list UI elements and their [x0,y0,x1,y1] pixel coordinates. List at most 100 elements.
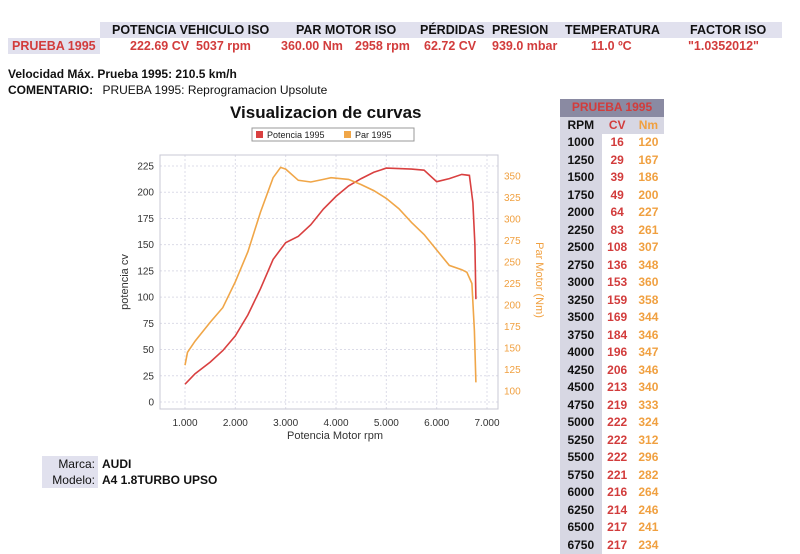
cell-cv: 222 [602,432,633,450]
cell-nm: 241 [633,519,664,537]
series-line-par [185,167,476,382]
cell-cv: 159 [602,292,633,310]
value-power-rpm: 5037 rpm [196,38,251,54]
y-tick-label: 125 [137,266,154,277]
grid [160,155,498,409]
cell-nm: 234 [633,537,664,554]
y2-tick-label: 175 [504,322,521,333]
cell-nm: 264 [633,484,664,502]
cell-nm: 324 [633,414,664,432]
cell-nm: 340 [633,379,664,397]
cell-nm: 346 [633,327,664,345]
y2-tick-label: 300 [504,215,521,226]
cell-cv: 64 [602,204,633,222]
col-cv-header: CV [602,117,633,135]
x-tick-label: 2.000 [223,418,248,429]
results-table-title: PRUEBA 1995 [560,99,664,117]
cell-rpm: 3500 [560,309,602,327]
y-axis-label: potencia cv [119,254,131,310]
cell-cv: 108 [602,239,633,257]
cell-rpm: 1750 [560,187,602,205]
x-tick-label: 7.000 [474,418,499,429]
cell-rpm: 2000 [560,204,602,222]
marca-row: Marca:AUDI [42,456,131,472]
cell-nm: 358 [633,292,664,310]
modelo-label: Modelo: [42,472,98,488]
cell-rpm: 6000 [560,484,602,502]
col-nm-header: Nm [633,117,664,135]
header-temperatura: TEMPERATURA [565,22,660,38]
cell-cv: 214 [602,502,633,520]
cell-nm: 344 [633,309,664,327]
cell-rpm: 2250 [560,222,602,240]
value-torque-rpm: 2958 rpm [355,38,410,54]
cell-rpm: 4250 [560,362,602,380]
y-tick-label: 50 [143,345,155,356]
cell-rpm: 5000 [560,414,602,432]
cell-rpm: 3000 [560,274,602,292]
y2-tick-label: 275 [504,236,521,247]
cell-cv: 184 [602,327,633,345]
cell-rpm: 3250 [560,292,602,310]
cell-cv: 136 [602,257,633,275]
run-label: PRUEBA 1995 [8,38,100,54]
cell-nm: 186 [633,169,664,187]
cell-rpm: 4500 [560,379,602,397]
marca-label: Marca: [42,456,98,472]
y2-tick-label: 350 [504,172,521,183]
x-tick-label: 6.000 [424,418,449,429]
cell-rpm: 5750 [560,467,602,485]
comment-value: PRUEBA 1995: Reprogramacion Upsolute [102,83,327,97]
y2-tick-label: 100 [504,387,521,398]
cell-nm: 120 [633,134,664,152]
cell-rpm: 2750 [560,257,602,275]
cell-nm: 347 [633,344,664,362]
legend-label-par: Par 1995 [355,130,392,140]
y-tick-label: 175 [137,214,154,225]
legend-label-potencia: Potencia 1995 [267,130,325,140]
value-iso-factor: "1.0352012" [688,38,759,54]
cell-nm: 246 [633,502,664,520]
y-tick-label: 200 [137,188,154,199]
y2-tick-label: 325 [504,193,521,204]
value-losses: 62.72 CV [424,38,476,54]
y-tick-label: 225 [137,162,154,173]
legend-swatch-par [344,131,351,138]
cell-rpm: 3750 [560,327,602,345]
cell-cv: 222 [602,449,633,467]
cell-cv: 217 [602,537,633,554]
cell-rpm: 1000 [560,134,602,152]
cell-nm: 312 [633,432,664,450]
vmax-label: Velocidad Máx. Prueba 1995: [8,67,172,81]
cell-cv: 153 [602,274,633,292]
cell-cv: 83 [602,222,633,240]
y2-tick-label: 150 [504,344,521,355]
cell-cv: 221 [602,467,633,485]
cell-nm: 261 [633,222,664,240]
modelo-row: Modelo:A4 1.8TURBO UPSO [42,472,217,488]
cell-cv: 222 [602,414,633,432]
header-presion: PRESION [492,22,548,38]
cell-cv: 206 [602,362,633,380]
cell-nm: 167 [633,152,664,170]
header-factor-iso: FACTOR ISO [690,22,766,38]
vmax-line: Velocidad Máx. Prueba 1995: 210.5 km/h [8,67,237,81]
legend-swatch-potencia [256,131,263,138]
col-rpm-header: RPM [560,117,602,135]
